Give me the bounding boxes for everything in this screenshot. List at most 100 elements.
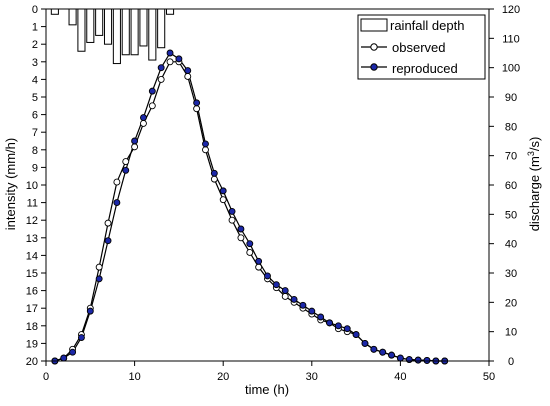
rainfall-bar: [103, 8, 113, 45]
reproduced-point: [246, 240, 254, 248]
x-tick-label: 0: [43, 371, 49, 383]
reproduced-point: [202, 140, 209, 148]
right-tick-label: 70: [505, 151, 517, 163]
axes-layer: 0 10 20 30 40 5001234567891011121314151617181…: [26, 4, 520, 383]
reproduced-point: [77, 334, 85, 341]
reproduced-point: [122, 166, 130, 174]
reproduced-point: [370, 345, 378, 353]
observed-point: [104, 219, 112, 227]
left-tick-label: 13: [26, 233, 38, 245]
reproduced-point: [95, 275, 103, 283]
reproduced-point: [113, 199, 121, 207]
observed-point: [281, 293, 289, 300]
rainfall-bar: [77, 8, 86, 52]
rainfall-bar: [50, 8, 59, 15]
left-tick-label: 18: [26, 321, 38, 333]
right-tick-label: 90: [505, 92, 517, 104]
x-tick-label: 10: [128, 371, 140, 383]
rainfall-bar: [148, 8, 157, 61]
reproduced-point: [175, 55, 183, 63]
rainfall-bar: [68, 8, 77, 26]
observed-point: [237, 234, 245, 242]
left-tick-label: 1: [32, 22, 38, 34]
legend-rainfall-swatch: [360, 18, 388, 32]
right-tick-label: 30: [505, 268, 517, 280]
observed-point: [131, 143, 139, 151]
observed-point: [193, 105, 201, 113]
left-tick-label: 12: [26, 215, 38, 227]
reproduced-point: [157, 64, 165, 72]
left-tick-label: 15: [26, 268, 38, 280]
observed-point: [246, 249, 254, 256]
right-tick-label: 0: [508, 356, 514, 368]
left-tick-label: 8: [32, 145, 38, 157]
right-axis-title: discharge (m3/s): [526, 137, 542, 232]
left-tick-label: 6: [32, 110, 38, 122]
rainfall-bar: [166, 8, 175, 15]
observed-point: [95, 263, 103, 271]
legend: rainfall depth observed reproduced: [357, 14, 486, 80]
reproduced-point: [69, 348, 77, 356]
reproduced-point: [396, 354, 404, 362]
observed-point: [228, 216, 236, 224]
reproduced-point: [166, 49, 174, 57]
reproduced-point: [131, 137, 139, 145]
right-axis-title-end: /s): [527, 137, 542, 151]
reproduced-line: [54, 52, 445, 362]
reproduced-point: [237, 225, 245, 233]
left-tick-label: 3: [32, 57, 38, 69]
reproduced-point: [317, 313, 325, 321]
observed-point: [202, 146, 209, 154]
left-tick-label: 9: [32, 162, 38, 174]
rainfall-bar: [112, 8, 121, 65]
observed-point: [219, 196, 227, 204]
observed-line: [54, 61, 445, 362]
left-tick-label: 16: [26, 286, 38, 298]
observed-point: [184, 73, 192, 80]
right-tick-label: 100: [502, 63, 520, 75]
left-tick-label: 7: [32, 127, 38, 139]
reproduced-point: [423, 356, 431, 364]
reproduced-point: [352, 331, 360, 339]
reproduced-point: [379, 348, 387, 356]
right-tick-label: 60: [505, 180, 517, 192]
legend-reproduced-label: reproduced: [392, 61, 458, 76]
reproduced-point: [405, 356, 413, 363]
legend-observed-label: observed: [392, 40, 445, 55]
reproduced-point: [388, 351, 395, 359]
reproduced-point: [414, 356, 422, 364]
right-tick-label: 80: [505, 121, 517, 133]
reproduced-point: [326, 319, 333, 327]
observed-point: [122, 158, 130, 165]
rainfall-bar: [86, 8, 95, 43]
observed-point: [210, 175, 218, 183]
rainfall-bar: [121, 8, 130, 56]
left-tick-label: 20: [26, 356, 38, 368]
right-tick-label: 50: [505, 209, 517, 221]
reproduced-point: [281, 287, 289, 295]
left-axis-title: intensity (mm/h): [3, 138, 18, 230]
reproduced-point: [334, 322, 342, 330]
left-tick-label: 10: [26, 180, 38, 192]
reproduced-point: [104, 237, 112, 245]
reproduced-point: [60, 354, 68, 362]
legend-reproduced-marker: [370, 63, 378, 71]
right-tick-label: 120: [502, 4, 520, 16]
x-tick-label: 30: [306, 371, 318, 383]
reproduced-point: [290, 295, 298, 303]
right-axis-title-sup: 3: [526, 151, 536, 156]
right-tick-label: 110: [502, 33, 520, 45]
right-tick-label: 20: [505, 297, 517, 309]
rainfall-bar: [139, 8, 148, 47]
legend-rainfall-label: rainfall depth: [390, 18, 464, 33]
observed-point: [157, 75, 165, 83]
left-tick-label: 11: [27, 198, 38, 210]
left-tick-label: 5: [32, 92, 38, 104]
reproduced-point: [299, 301, 307, 309]
observed-point: [166, 58, 174, 66]
legend-observed-marker: [370, 43, 378, 51]
rainfall-bar: [130, 8, 139, 56]
left-tick-label: 19: [26, 338, 38, 350]
right-axis-title-main: discharge (m: [527, 156, 542, 231]
